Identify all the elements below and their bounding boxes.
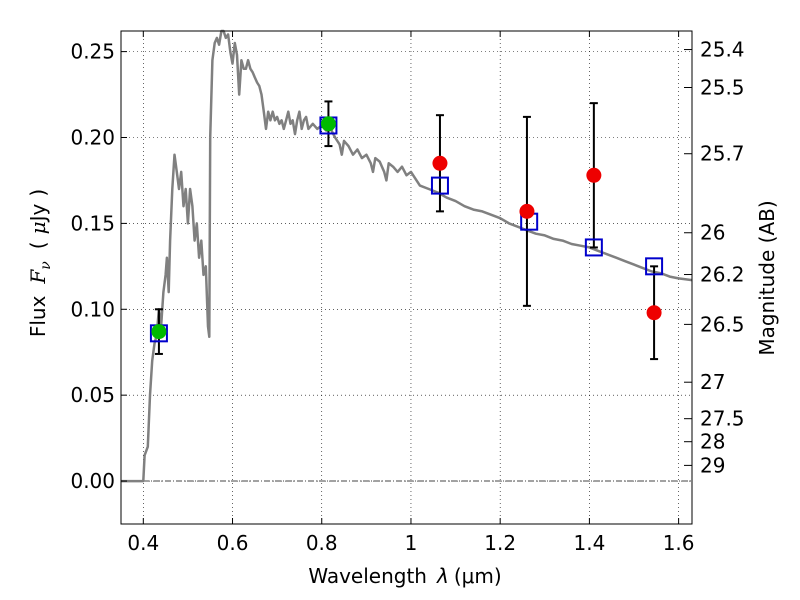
x-axis-title: Wavelength λ (μm) xyxy=(308,564,501,588)
y2-tick-label: 29 xyxy=(700,453,725,477)
photometry-point xyxy=(646,305,662,321)
y-axis-title-mu: μ xyxy=(26,221,50,234)
y2-tick-label: 28 xyxy=(700,430,725,454)
detection-point xyxy=(320,116,336,132)
y-tick-label: 0.15 xyxy=(70,211,115,235)
x-tick-label: 1.6 xyxy=(663,531,695,555)
y2-tick-label: 25.4 xyxy=(700,38,745,62)
plot-frame xyxy=(120,30,693,525)
sed-curve-layer xyxy=(121,29,693,483)
x-tick-label: 1.4 xyxy=(573,531,605,555)
y2-tick-label: 26.5 xyxy=(700,312,745,336)
y2-axis-title: Magnitude (AB) xyxy=(755,200,779,355)
y-axis-title-paren-open: ( xyxy=(26,241,50,249)
y-axis-title-symbol: F xyxy=(26,269,50,285)
photometry-point xyxy=(432,155,448,171)
x-axis-title-main: Wavelength xyxy=(308,564,427,588)
y-tick-label: 0.20 xyxy=(70,126,115,150)
y2-tick-label: 25.5 xyxy=(700,76,745,100)
y2-tick-label: 26.2 xyxy=(700,263,745,287)
photometry-point xyxy=(519,203,535,219)
x-axis-title-symbol: λ xyxy=(436,564,449,588)
model-bandflux-square xyxy=(584,238,603,257)
y-axis-title: Flux Fν ( μJy) xyxy=(26,189,54,337)
photometry-point-layer xyxy=(151,116,662,340)
y-axis-title-subscript: ν xyxy=(38,261,54,270)
model-point-layer xyxy=(149,116,664,343)
model-bandflux-square xyxy=(430,176,449,195)
y2-tick-label: 27.5 xyxy=(700,407,745,431)
detection-point xyxy=(151,324,167,340)
x-tick-label: 0.6 xyxy=(217,531,249,555)
x-tick-label: 0.8 xyxy=(306,531,338,555)
y2-tick-label: 25.7 xyxy=(700,142,745,166)
y-tick-label: 0.05 xyxy=(70,383,115,407)
y-axis-title-paren-close: ) xyxy=(26,189,50,197)
x-tick-label: 1.2 xyxy=(484,531,516,555)
y-tick-label: 0.00 xyxy=(70,469,115,493)
y-tick-label: 0.10 xyxy=(70,297,115,321)
sed-curve xyxy=(121,29,693,483)
y-tick-label: 0.25 xyxy=(70,40,115,64)
model-bandflux-square xyxy=(645,257,664,276)
tick-label-layer: 0.4 0.6 0.8 1 1.2 1.4 1.6 0.00 0.05 0.10 0.15 0.20 0… xyxy=(70,38,744,555)
tick-layer xyxy=(121,31,692,524)
y-axis-title-main: Flux xyxy=(26,295,50,337)
errorbar-layer xyxy=(154,100,659,361)
photometry-point xyxy=(586,167,602,183)
x-tick-label: 1 xyxy=(405,531,418,555)
y2-tick-label: 26 xyxy=(700,221,725,245)
y-axis-title-unit: Jy xyxy=(26,203,50,223)
y2-tick-label: 27 xyxy=(700,370,725,394)
x-axis-title-unit: (μm) xyxy=(454,564,502,588)
x-tick-label: 0.4 xyxy=(127,531,159,555)
